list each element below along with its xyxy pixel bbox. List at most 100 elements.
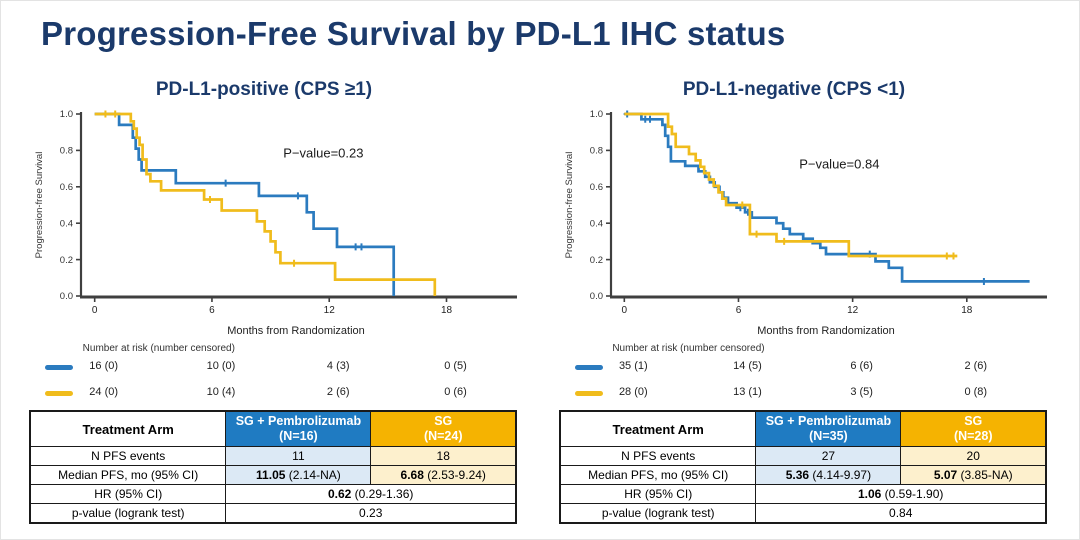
svg-text:0.8: 0.8 bbox=[590, 146, 603, 157]
events-arm2-cell: 18 bbox=[370, 446, 517, 466]
median-label: Median PFS, mo (95% CI) bbox=[559, 465, 757, 485]
svg-text:12: 12 bbox=[324, 305, 336, 316]
risk-caption: Number at risk (number censored) bbox=[82, 343, 235, 354]
median-arm2-ci: (3.85-NA) bbox=[957, 468, 1013, 482]
svg-text:18: 18 bbox=[961, 305, 973, 316]
svg-text:0.4: 0.4 bbox=[60, 218, 73, 229]
svg-text:0.6: 0.6 bbox=[60, 182, 73, 193]
svg-text:Progression-free Survival: Progression-free Survival bbox=[34, 152, 45, 259]
arm2-name: SG bbox=[964, 414, 983, 428]
km-plot-positive: 0.0 0.2 0.4 0.6 0.8 1.0 0 6 12 18 Months from Rand… bbox=[34, 109, 517, 337]
pvalue-label: p-value (logrank test) bbox=[29, 503, 227, 524]
arm1-color-swatch bbox=[575, 365, 603, 370]
svg-text:0: 0 bbox=[622, 305, 628, 316]
risk-value: 0 (8) bbox=[964, 386, 988, 398]
risk-row-arm1: 16 (0) 10 (0) 4 (3) 0 (5) bbox=[29, 354, 519, 380]
pvalue-cell: 0.23 bbox=[225, 503, 517, 524]
arm1-n: (N=35) bbox=[809, 429, 848, 443]
svg-text:6: 6 bbox=[736, 305, 742, 316]
median-arm2-cell: 6.68 (2.53-9.24) bbox=[370, 465, 517, 485]
arm2-n: (N=24) bbox=[423, 429, 463, 443]
hr-value: 0.62 bbox=[327, 487, 352, 501]
risk-value: 13 (1) bbox=[733, 386, 762, 398]
svg-text:0.2: 0.2 bbox=[590, 255, 603, 266]
arm1-name: SG + Pembrolizumab bbox=[235, 414, 362, 428]
svg-text:P−value=0.23: P−value=0.23 bbox=[283, 146, 363, 161]
median-arm1-cell: 11.05 (2.14-NA) bbox=[225, 465, 372, 485]
hr-value: 1.06 bbox=[857, 487, 882, 501]
arm2-color-swatch bbox=[45, 391, 73, 396]
arm2-color-swatch bbox=[575, 391, 603, 396]
panel-pdl1-negative: PD-L1-negative (CPS <1) 0.0 0.2 0.4 0.6 0.8 1… bbox=[559, 79, 1049, 524]
risk-value: 2 (6) bbox=[326, 386, 350, 398]
events-arm2-cell: 20 bbox=[900, 446, 1047, 466]
risk-value: 24 (0) bbox=[89, 386, 119, 398]
svg-text:0.6: 0.6 bbox=[590, 182, 603, 193]
arm2-n: (N=28) bbox=[953, 429, 993, 443]
km-plot-negative: 0.0 0.2 0.4 0.6 0.8 1.0 0 6 12 18 Months from Rand… bbox=[564, 109, 1047, 337]
events-arm1-cell: 27 bbox=[755, 446, 902, 466]
svg-text:0.2: 0.2 bbox=[60, 255, 73, 266]
median-arm2-value: 5.07 bbox=[933, 468, 958, 482]
svg-text:1.0: 1.0 bbox=[60, 109, 73, 120]
summary-table-positive: Treatment Arm SG + Pembrolizumab (N=16) … bbox=[29, 410, 517, 524]
median-arm2-ci: (2.53-9.24) bbox=[423, 468, 486, 482]
median-arm1-value: 11.05 bbox=[256, 468, 286, 482]
arm1-name: SG + Pembrolizumab bbox=[765, 414, 892, 428]
panel-pdl1-positive: PD-L1-positive (CPS ≥1) 0.0 0.2 0.4 0.6 0.8 1… bbox=[29, 79, 519, 524]
svg-text:18: 18 bbox=[441, 305, 453, 316]
panel-title-negative: PD-L1-negative (CPS <1) bbox=[682, 79, 906, 100]
median-arm2-cell: 5.07 (3.85-NA) bbox=[900, 465, 1047, 485]
events-label: N PFS events bbox=[559, 446, 757, 466]
median-arm1-cell: 5.36 (4.14-9.97) bbox=[755, 465, 902, 485]
page-title: Progression-Free Survival by PD-L1 IHC s… bbox=[41, 15, 786, 52]
treatment-arm-header: Treatment Arm bbox=[559, 410, 757, 447]
risk-value: 16 (0) bbox=[89, 360, 119, 372]
risk-value: 14 (5) bbox=[733, 360, 762, 372]
pvalue-label: p-value (logrank test) bbox=[559, 503, 757, 524]
events-label: N PFS events bbox=[29, 446, 227, 466]
risk-value: 0 (5) bbox=[444, 360, 467, 372]
hr-value-cell: 1.06 (0.59-1.90) bbox=[755, 484, 1047, 504]
events-arm1-cell: 11 bbox=[225, 446, 372, 466]
median-arm2-value: 6.68 bbox=[400, 468, 424, 482]
arm1-color-swatch bbox=[45, 365, 73, 370]
median-arm1-value: 5.36 bbox=[785, 468, 810, 482]
risk-row-arm1: 35 (1) 14 (5) 6 (6) 2 (6) bbox=[559, 354, 1049, 380]
pvalue-cell: 0.84 bbox=[755, 503, 1047, 524]
hr-label: HR (95% CI) bbox=[29, 484, 227, 504]
svg-text:1.0: 1.0 bbox=[590, 109, 603, 120]
risk-row-arm2: 24 (0) 10 (4) 2 (6) 0 (6) bbox=[29, 380, 519, 406]
svg-text:Months from Randomization: Months from Randomization bbox=[227, 325, 365, 337]
svg-text:0: 0 bbox=[92, 305, 98, 316]
risk-value: 10 (0) bbox=[206, 360, 236, 372]
median-label: Median PFS, mo (95% CI) bbox=[29, 465, 227, 485]
risk-value: 35 (1) bbox=[618, 360, 648, 372]
risk-value: 2 (6) bbox=[964, 360, 988, 372]
risk-value: 6 (6) bbox=[850, 360, 873, 372]
svg-text:Months from Randomization: Months from Randomization bbox=[757, 325, 895, 337]
summary-table-negative: Treatment Arm SG + Pembrolizumab (N=35) … bbox=[559, 410, 1047, 524]
arm1-header: SG + Pembrolizumab (N=35) bbox=[755, 410, 902, 447]
svg-text:P−value=0.84: P−value=0.84 bbox=[799, 157, 879, 172]
arm1-n: (N=16) bbox=[279, 429, 318, 443]
risk-caption: Number at risk (number censored) bbox=[612, 343, 765, 354]
svg-text:0.0: 0.0 bbox=[590, 291, 603, 302]
panel-title-positive: PD-L1-positive (CPS ≥1) bbox=[155, 79, 373, 100]
risk-value: 4 (3) bbox=[326, 360, 350, 372]
treatment-arm-header: Treatment Arm bbox=[29, 410, 227, 447]
hr-value-cell: 0.62 (0.29-1.36) bbox=[225, 484, 517, 504]
hr-ci: (0.59-1.90) bbox=[881, 487, 944, 501]
risk-row-arm2: 28 (0) 13 (1) 3 (5) 0 (8) bbox=[559, 380, 1049, 406]
risk-value: 3 (5) bbox=[850, 386, 873, 398]
hr-ci: (0.29-1.36) bbox=[351, 487, 414, 501]
svg-text:Progression-free Survival: Progression-free Survival bbox=[564, 152, 575, 259]
risk-value: 10 (4) bbox=[206, 386, 236, 398]
risk-value: 28 (0) bbox=[618, 386, 648, 398]
arm2-name: SG bbox=[434, 414, 453, 428]
median-arm1-ci: (2.14-NA) bbox=[285, 468, 341, 482]
arm2-header: SG (N=24) bbox=[370, 410, 517, 447]
arm2-header: SG (N=28) bbox=[900, 410, 1047, 447]
hr-label: HR (95% CI) bbox=[559, 484, 757, 504]
